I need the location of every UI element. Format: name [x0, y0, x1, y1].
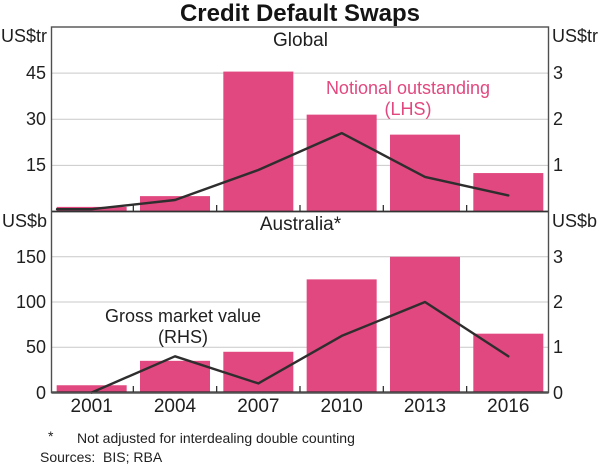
axis-unit-top-left: US$tr — [0, 26, 47, 46]
x-axis-year-label: 2010 — [320, 396, 363, 417]
bar-2013 — [389, 256, 460, 393]
annotation-notional-outstanding: Notional outstanding (LHS) — [300, 78, 516, 120]
panel-border — [50, 26, 550, 394]
footnote-text: Not adjusted for interdealing double cou… — [77, 430, 355, 446]
line-gross-market-value — [55, 131, 510, 211]
line-gross-market-value — [90, 300, 510, 394]
y-tick-right: 1 — [553, 155, 564, 176]
y-tick-left: 45 — [25, 63, 46, 84]
bar-2007 — [223, 351, 294, 393]
y-tick-right: 3 — [553, 246, 564, 267]
y-tick-left: 50 — [25, 337, 46, 358]
annotation-gross-market-value: Gross market value (RHS) — [83, 306, 283, 348]
y-tick-left: 15 — [25, 155, 46, 176]
y-tick-left: 150 — [15, 246, 46, 267]
bar-2016 — [473, 173, 544, 212]
y-tick-right: 2 — [553, 292, 564, 312]
x-axis-year-label: 2013 — [403, 396, 447, 417]
bar-2004 — [140, 360, 210, 393]
sources-line: Sources: BIS; RBA — [40, 449, 163, 465]
axis-unit-bottom-right: US$b — [552, 211, 598, 231]
panel-title-global: Global — [273, 30, 328, 51]
y-tick-left: 0 — [35, 382, 46, 403]
x-axis-year-label: 2001 — [70, 396, 113, 417]
footnote-marker: * — [48, 428, 54, 444]
axis-unit-top-right: US$tr — [552, 26, 599, 46]
annotation-notional-line1: Notional outstanding — [325, 78, 491, 98]
y-tick-left: 30 — [25, 109, 46, 130]
panel-title-australia: Australia* — [259, 214, 342, 235]
annotation-notional-line2: (LHS) — [384, 99, 432, 119]
y-tick-right: 1 — [553, 337, 564, 358]
bar-2001 — [56, 385, 127, 393]
bar-2007 — [223, 71, 294, 212]
bar-2016 — [473, 333, 544, 393]
annotation-gmv-line1: Gross market value — [104, 306, 262, 326]
y-tick-right: 2 — [553, 109, 564, 130]
x-axis-year-label: 2016 — [487, 396, 530, 417]
x-axis-year-label: 2007 — [237, 396, 280, 417]
y-tick-right: 3 — [553, 63, 564, 84]
y-tick-left: 100 — [15, 292, 46, 312]
bar-2010 — [306, 114, 377, 212]
y-tick-right: 0 — [553, 382, 564, 403]
chart-title: Credit Default Swaps — [179, 0, 421, 27]
bar-2013 — [389, 134, 460, 212]
axis-unit-bottom-left: US$b — [1, 211, 47, 231]
annotation-gmv-line2: (RHS) — [158, 327, 208, 347]
bar-2004 — [140, 196, 210, 212]
x-axis-year-label: 2004 — [153, 396, 197, 417]
